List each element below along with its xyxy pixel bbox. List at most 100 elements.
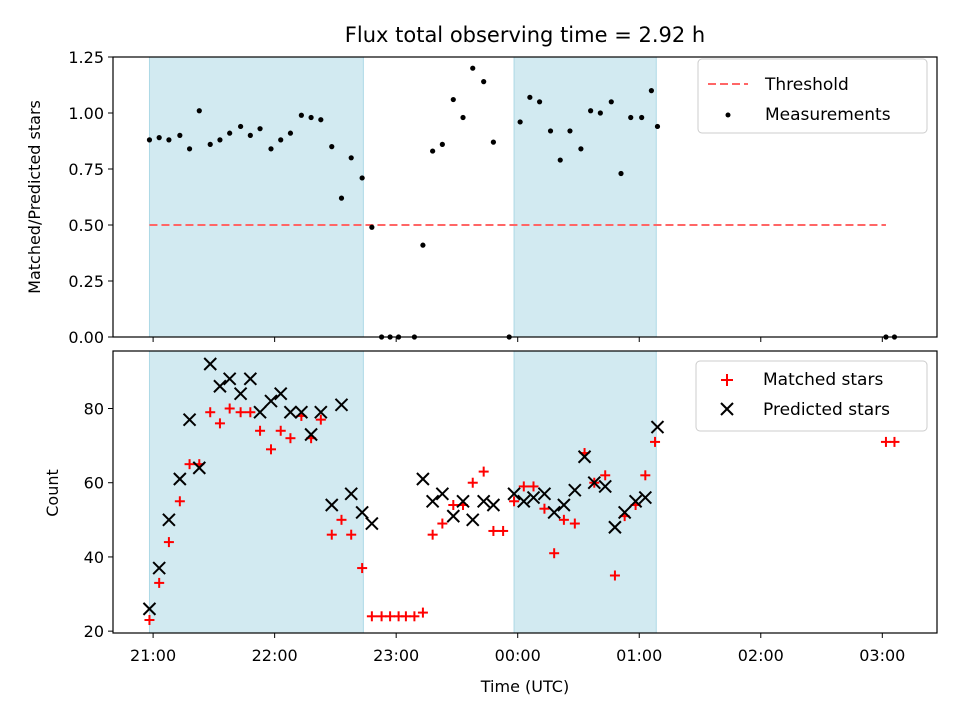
matched-star-point — [400, 611, 411, 622]
matched-star-point — [385, 611, 396, 622]
top-y-tick-label: 0.75 — [68, 160, 104, 179]
measurement-point — [588, 108, 594, 114]
measurement-point — [628, 114, 634, 121]
predicted-star-point — [344, 487, 358, 501]
predicted-star-point — [507, 487, 521, 501]
measurement-point — [146, 137, 153, 143]
measurement-point — [348, 155, 354, 161]
bottom-legend: Matched stars Predicted stars — [695, 360, 928, 432]
matched-star-point — [265, 444, 276, 455]
predicted-star-point — [173, 472, 187, 486]
predicted-stars-legend-label: Predicted stars — [763, 400, 890, 420]
predicted-star-point — [325, 498, 339, 512]
measurement-point — [450, 96, 456, 103]
measurement-point — [578, 146, 584, 152]
matched-star-point — [285, 433, 296, 444]
matched-star-point — [163, 537, 174, 548]
matched-star-point — [255, 425, 266, 436]
matched-star-point — [478, 466, 489, 477]
measurement-point — [298, 112, 304, 118]
measurement-point — [420, 242, 426, 248]
matched-star-point — [467, 477, 478, 488]
predicted-star-point — [587, 476, 601, 490]
predicted-star-point — [152, 561, 166, 575]
measurement-point — [177, 132, 183, 138]
matched-star-point — [518, 481, 529, 492]
matched-star-point — [650, 436, 661, 447]
matched-star-point — [315, 414, 326, 425]
matched-star-point — [366, 611, 377, 622]
predicted-star-point — [476, 494, 491, 508]
bottom-y-axis-label: Count — [43, 469, 62, 517]
predicted-star-point — [334, 398, 349, 412]
measurement-point — [430, 148, 436, 154]
predicted-star-point — [182, 412, 197, 427]
measurement-point — [527, 94, 533, 100]
predicted-star-point — [617, 505, 632, 520]
predicted-star-point — [486, 498, 501, 512]
measurement-point — [207, 141, 213, 147]
x-tick-label: 03:00 — [859, 646, 905, 665]
top-shaded-interval — [513, 56, 657, 338]
top-panel: 0.00 0.25 0.50 0.75 1.00 1.25 — [68, 48, 938, 347]
top-y-axis-label: Matched/Predicted stars — [25, 100, 44, 294]
measurement-point — [547, 128, 554, 134]
bottom-shaded-interval — [148, 350, 364, 634]
predicted-star-point — [142, 602, 157, 616]
bottom-y-tick-label: 80 — [84, 400, 104, 419]
bottom-y-tick-label: 60 — [84, 474, 104, 493]
matched-star-point — [224, 403, 235, 414]
matched-star-point — [509, 496, 520, 507]
measurement-point — [238, 123, 244, 130]
matched-star-point — [417, 607, 428, 618]
measurement-point — [648, 88, 654, 94]
top-legend: Threshold Measurements — [697, 58, 928, 134]
predicted-star-point — [638, 490, 653, 505]
x-tick-label: 00:00 — [495, 646, 541, 665]
bottom-panel: 20 40 60 80 21:00 22:00 23:00 00:00 01:00 02:00 03… — [84, 350, 938, 665]
measurement-point — [166, 137, 172, 143]
predicted-star-point — [233, 386, 248, 401]
x-axis-label: Time (UTC) — [480, 677, 569, 696]
matched-star-point — [174, 496, 185, 507]
matched-star-point — [558, 514, 569, 525]
predicted-star-point — [243, 372, 258, 386]
bottom-shaded-interval — [513, 350, 657, 634]
measurements-legend-label: Measurements — [765, 105, 891, 125]
measurement-point — [268, 146, 274, 152]
predicted-star-point — [650, 420, 665, 434]
measurement-point — [318, 117, 324, 123]
predicted-star-point — [213, 379, 227, 393]
predicted-star-point — [557, 498, 571, 512]
matched-star-point — [275, 425, 286, 436]
predicted-star-point — [355, 505, 369, 520]
measurement-point — [470, 65, 476, 71]
predicted-star-point — [162, 513, 176, 527]
top-legend-box — [697, 58, 928, 134]
matched-star-point — [448, 499, 459, 510]
matched-star-point — [184, 459, 195, 470]
matched-star-point — [154, 577, 165, 588]
measurement-point — [247, 132, 253, 138]
measurement-point — [278, 137, 284, 143]
matched-star-point — [214, 418, 225, 429]
matched-star-point — [235, 407, 246, 418]
measurement-point — [536, 99, 543, 105]
chart-title: Flux total observing time = 2.92 h — [345, 23, 705, 47]
measurements-legend-swatch — [725, 112, 731, 118]
bottom-legend-box — [695, 360, 928, 432]
predicted-star-point — [283, 405, 298, 419]
predicted-star-point — [425, 494, 440, 508]
predicted-star-point — [446, 509, 461, 523]
measurement-point — [156, 135, 162, 141]
matched-star-point — [346, 529, 357, 540]
measurement-point — [439, 141, 445, 147]
predicted-star-point — [203, 357, 217, 371]
x-tick-label: 22:00 — [252, 646, 298, 665]
measurement-point — [639, 114, 645, 121]
matched-star-point — [549, 548, 560, 559]
matched-star-point — [376, 611, 387, 622]
matched-star-point — [336, 514, 347, 525]
matched-stars-legend-label: Matched stars — [763, 370, 883, 390]
